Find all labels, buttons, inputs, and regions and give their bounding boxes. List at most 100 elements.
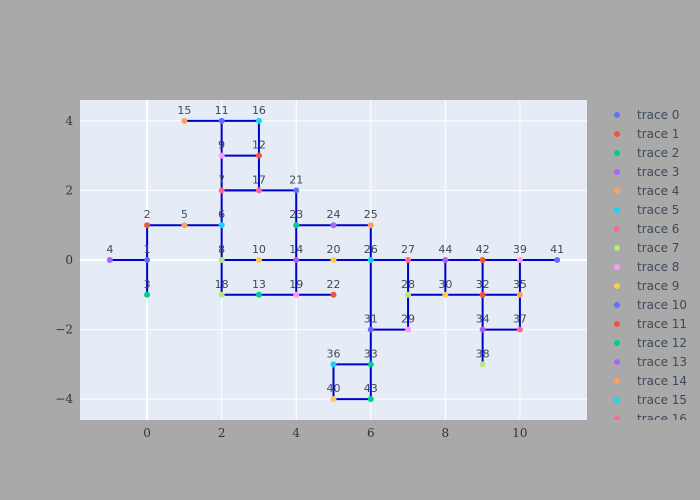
node-10[interactable] (255, 257, 262, 263)
y-tick-label: 4 (65, 114, 73, 128)
node-44[interactable] (442, 257, 449, 263)
legend-marker (614, 321, 620, 327)
node-8[interactable] (218, 257, 225, 263)
node-25[interactable] (367, 222, 374, 229)
node-21[interactable] (293, 187, 300, 194)
node-24[interactable] (330, 222, 337, 229)
legend-item[interactable]: trace 13 (614, 355, 687, 369)
node-36[interactable] (330, 361, 337, 368)
node-label-31: 31 (364, 313, 378, 326)
node-23[interactable] (293, 222, 300, 229)
node-label-13: 13 (252, 278, 266, 291)
legend-item[interactable]: trace 3 (614, 165, 679, 179)
legend-label: trace 3 (637, 165, 679, 179)
node-label-14: 14 (289, 243, 303, 256)
legend-label: trace 2 (637, 146, 679, 160)
node-9[interactable] (218, 152, 225, 159)
legend-marker (614, 188, 620, 194)
legend-label: trace 9 (637, 279, 679, 293)
node-15[interactable] (181, 117, 188, 124)
node-19[interactable] (293, 291, 300, 298)
node-35[interactable] (516, 291, 523, 298)
legend-marker (614, 226, 620, 232)
legend-label: trace 14 (637, 374, 687, 388)
node-12[interactable] (255, 152, 262, 159)
node-30[interactable] (442, 291, 449, 298)
legend-marker (614, 207, 620, 213)
node-label-27: 27 (401, 243, 415, 256)
node-1[interactable] (144, 257, 151, 263)
node-label-1: 1 (144, 243, 151, 256)
node-13[interactable] (255, 291, 262, 298)
node-37[interactable] (516, 326, 523, 333)
node-34[interactable] (479, 326, 486, 333)
legend-item[interactable]: trace 6 (614, 222, 679, 236)
node-5[interactable] (181, 222, 188, 229)
node-22[interactable] (330, 291, 337, 298)
node-31[interactable] (367, 326, 374, 333)
legend-label: trace 5 (637, 203, 679, 217)
node-14[interactable] (293, 257, 300, 263)
legend[interactable]: trace 0 trace 1 trace 2 trace 3 trace 4 trace… (614, 108, 687, 426)
node-6[interactable] (218, 222, 225, 229)
node-7[interactable] (218, 187, 225, 194)
node-40[interactable] (330, 396, 337, 403)
legend-marker (614, 340, 620, 346)
node-26[interactable] (367, 257, 374, 263)
x-tick-label: 4 (292, 426, 300, 440)
legend-item[interactable]: trace 12 (614, 336, 687, 350)
node-41[interactable] (554, 257, 561, 263)
x-tick-label: 0 (143, 426, 151, 440)
node-17[interactable] (255, 187, 262, 194)
legend-item[interactable]: trace 1 (614, 127, 679, 141)
legend-label: trace 1 (637, 127, 679, 141)
legend-item[interactable]: trace 11 (614, 317, 687, 331)
node-label-44: 44 (438, 243, 452, 256)
node-label-5: 5 (181, 208, 188, 221)
x-tick-label: 6 (367, 426, 375, 440)
node-label-2: 2 (144, 208, 151, 221)
node-label-20: 20 (327, 243, 341, 256)
node-29[interactable] (405, 326, 412, 333)
node-label-30: 30 (438, 278, 452, 291)
node-18[interactable] (218, 291, 225, 298)
legend-item[interactable]: trace 7 (614, 241, 679, 255)
node-33[interactable] (367, 361, 374, 368)
node-28[interactable] (405, 291, 412, 298)
node-42[interactable] (479, 257, 486, 263)
node-16[interactable] (255, 117, 262, 124)
legend-item[interactable]: trace 14 (614, 374, 687, 388)
legend-item[interactable]: trace 5 (614, 203, 679, 217)
node-39[interactable] (516, 257, 523, 263)
node-label-40: 40 (327, 382, 341, 395)
legend-item[interactable]: trace 10 (614, 298, 687, 312)
legend-item[interactable]: trace 8 (614, 260, 679, 274)
node-27[interactable] (405, 257, 412, 263)
node-label-11: 11 (215, 104, 229, 117)
legend-item[interactable]: trace 9 (614, 279, 679, 293)
legend-item[interactable]: trace 4 (614, 184, 679, 198)
x-axis-ticks: 0 2 4 6 8 10 (143, 426, 527, 440)
node-3[interactable] (144, 291, 151, 298)
legend-label: trace 8 (637, 260, 679, 274)
legend-marker (614, 359, 620, 365)
x-tick-label: 8 (442, 426, 450, 440)
node-11[interactable] (218, 117, 225, 124)
node-label-12: 12 (252, 139, 266, 152)
legend-marker (614, 302, 620, 308)
node-4[interactable] (106, 257, 113, 263)
legend-item[interactable]: trace 16 (614, 412, 687, 426)
node-32[interactable] (479, 291, 486, 298)
legend-label: trace 0 (637, 108, 679, 122)
y-tick-label: −4 (55, 392, 73, 406)
node-2[interactable] (144, 222, 151, 229)
legend-label: trace 10 (637, 298, 687, 312)
legend-item[interactable]: trace 0 (614, 108, 679, 122)
node-20[interactable] (330, 257, 337, 263)
node-38[interactable] (479, 361, 486, 368)
legend-item[interactable]: trace 15 (614, 393, 687, 407)
node-43[interactable] (367, 396, 374, 403)
legend-item[interactable]: trace 2 (614, 146, 679, 160)
